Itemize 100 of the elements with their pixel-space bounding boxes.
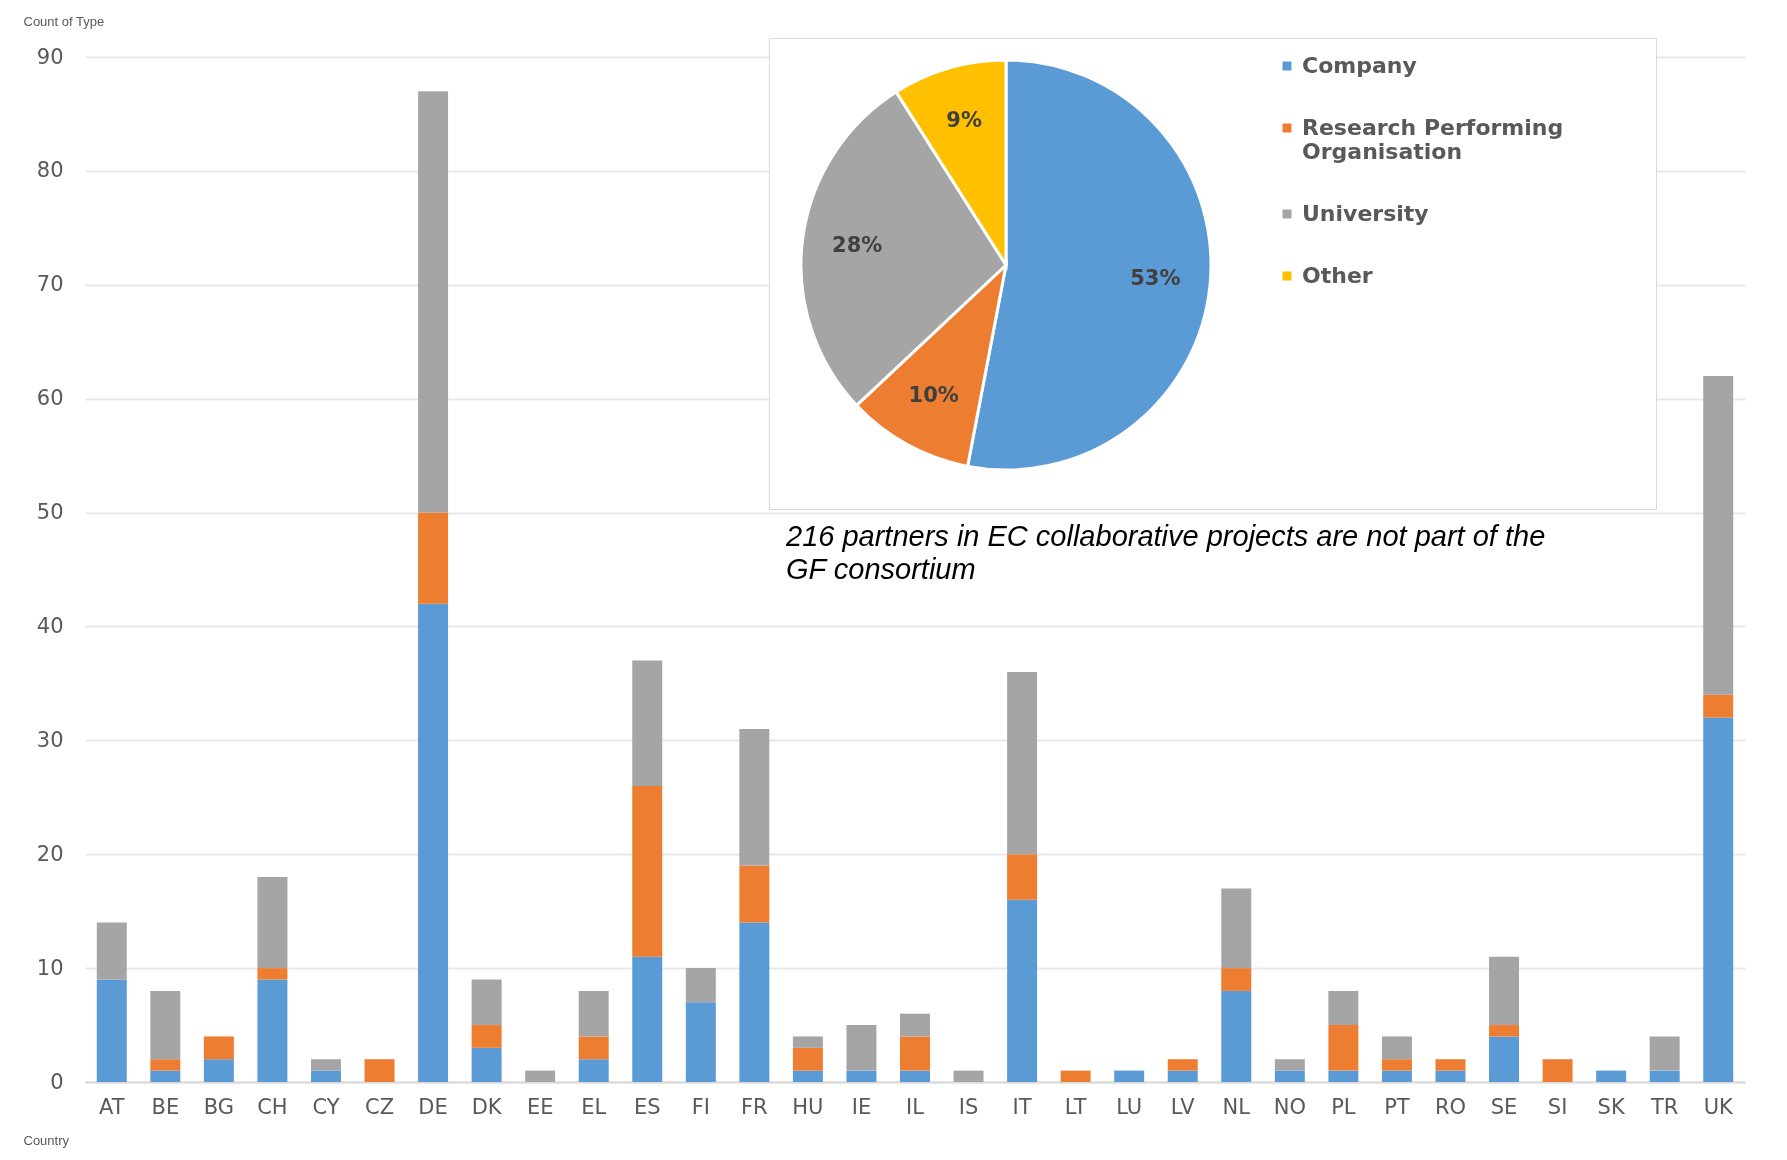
bar [1649,1036,1680,1071]
bar [1060,1070,1091,1082]
bar [1221,990,1252,1082]
y-tick-label: 0 [50,1069,64,1094]
bar [364,1059,395,1082]
bar [471,1025,502,1048]
bar [150,1059,181,1071]
bar [846,1070,877,1082]
bar [1381,1036,1412,1060]
x-tick-label: CH [257,1094,288,1119]
y-tick-label: 90 [36,44,64,69]
bar [632,785,663,957]
data-label: 9% [946,107,982,132]
x-tick-label: ES [633,1094,661,1119]
x-tick-label: DE [418,1094,448,1119]
bar [685,1002,716,1082]
annotation: 216 partners in EC collaborative projects are not part of the GF consortium [786,520,1586,586]
bar [1703,375,1734,695]
bar [257,979,288,1082]
bar [525,1070,556,1082]
bar [1114,1070,1145,1082]
bar [578,1036,609,1060]
x-tick-label: BE [151,1094,180,1119]
x-tick-label: CY [312,1094,340,1119]
bar [1489,1025,1520,1037]
x-tick-label: LU [1116,1094,1143,1119]
bar [1489,1036,1520,1082]
bar [953,1070,984,1082]
x-tick-label: BG [203,1094,235,1119]
legend-label: University [1302,201,1429,226]
bar [1328,1025,1359,1071]
x-tick-label: AT [98,1094,125,1119]
x-tick-label: IT [1012,1094,1032,1119]
data-label: 28% [832,233,883,258]
bar [792,1036,823,1048]
bar [1274,1059,1305,1071]
bar [1007,899,1038,1082]
bar [310,1070,341,1082]
y-tick-label: 70 [36,272,64,297]
legend-label: Other [1302,263,1373,288]
y-tick-label: 40 [36,613,64,638]
bar [846,1025,877,1071]
bar [1703,694,1734,718]
bar [1596,1070,1627,1082]
x-axis-title: Country [23,1132,70,1148]
bar [1435,1059,1466,1071]
bar [739,728,770,866]
bar [257,877,288,969]
bar [1007,672,1038,855]
x-tick-label: SK [1597,1094,1626,1119]
legend-label: Company [1302,53,1417,78]
x-tick-label: EL [581,1094,607,1119]
bar [418,512,449,604]
bar [792,1070,823,1082]
y-tick-label: 20 [36,841,64,866]
x-tick-label: CZ [364,1094,395,1119]
x-tick-label: LT [1064,1094,1087,1119]
x-tick-label: TR [1649,1094,1679,1119]
x-tick-label: FR [741,1094,768,1119]
x-tick-label: SE [1490,1094,1518,1119]
bar [739,865,770,923]
bar [203,1036,234,1060]
x-tick-label: FI [691,1094,710,1119]
bar [1007,854,1038,900]
bar [578,990,609,1037]
bar [900,1013,930,1037]
bar [150,990,181,1060]
bar [1221,968,1252,991]
bar [257,968,288,980]
bar [632,660,663,786]
bar [578,1059,609,1082]
x-tick-label: LV [1170,1094,1196,1119]
bar [1381,1070,1412,1082]
x-tick-label: DK [471,1094,503,1119]
bar [1221,888,1252,969]
bar [1167,1070,1198,1082]
bar [900,1070,930,1082]
legend-label: Research Performing Organisation [1302,115,1564,164]
bar [1328,1070,1359,1082]
bar [96,979,127,1082]
bar [1381,1059,1412,1071]
y-tick-label: 80 [36,158,64,183]
bar [96,922,127,980]
y-tick-label: 50 [36,500,64,525]
bar [1167,1059,1198,1071]
bar [1328,990,1359,1026]
y-tick-label: 60 [36,386,64,411]
bar [471,979,502,1026]
x-tick-label: RO [1434,1094,1467,1119]
bar [310,1059,341,1071]
bar [418,603,449,1082]
x-tick-label: NO [1273,1094,1306,1119]
bar [418,91,449,513]
y-axis-title: Count of Type [23,13,105,29]
bar [203,1059,234,1082]
bar [1489,956,1520,1026]
x-tick-label: NL [1222,1094,1251,1119]
x-tick-label: IE [851,1094,872,1119]
bar [1649,1070,1680,1082]
bar [1703,717,1734,1082]
